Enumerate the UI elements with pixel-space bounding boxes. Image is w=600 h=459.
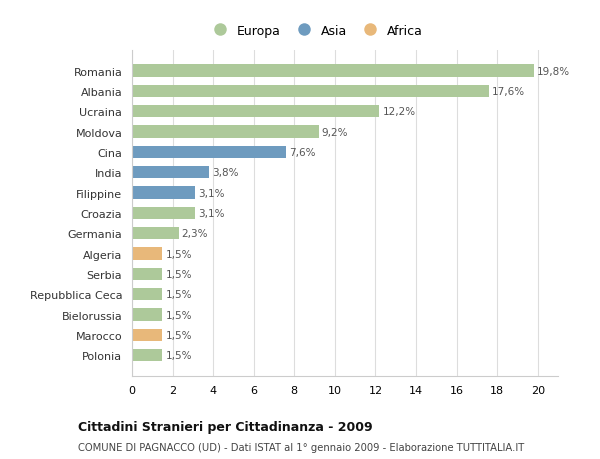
- Text: Cittadini Stranieri per Cittadinanza - 2009: Cittadini Stranieri per Cittadinanza - 2…: [78, 420, 373, 433]
- Bar: [132, 106, 379, 118]
- Text: 17,6%: 17,6%: [492, 87, 525, 97]
- Legend: Europa, Asia, Africa: Europa, Asia, Africa: [203, 21, 427, 41]
- Text: 3,1%: 3,1%: [198, 188, 224, 198]
- Bar: [132, 167, 209, 179]
- Text: 1,5%: 1,5%: [166, 310, 192, 320]
- Text: 12,2%: 12,2%: [383, 107, 416, 117]
- Bar: [132, 146, 286, 159]
- Bar: [132, 248, 163, 260]
- Bar: [132, 65, 533, 78]
- Bar: [132, 228, 179, 240]
- Text: 1,5%: 1,5%: [166, 249, 192, 259]
- Text: COMUNE DI PAGNACCO (UD) - Dati ISTAT al 1° gennaio 2009 - Elaborazione TUTTITALI: COMUNE DI PAGNACCO (UD) - Dati ISTAT al …: [78, 442, 524, 452]
- Bar: [132, 85, 489, 98]
- Text: 3,8%: 3,8%: [212, 168, 239, 178]
- Bar: [132, 289, 163, 301]
- Bar: [132, 349, 163, 362]
- Bar: [132, 207, 195, 219]
- Text: 3,1%: 3,1%: [198, 208, 224, 218]
- Bar: [132, 268, 163, 280]
- Text: 1,5%: 1,5%: [166, 351, 192, 360]
- Text: 19,8%: 19,8%: [537, 67, 570, 76]
- Text: 1,5%: 1,5%: [166, 290, 192, 300]
- Bar: [132, 329, 163, 341]
- Bar: [132, 126, 319, 138]
- Bar: [132, 309, 163, 321]
- Text: 1,5%: 1,5%: [166, 269, 192, 279]
- Text: 9,2%: 9,2%: [322, 127, 348, 137]
- Text: 1,5%: 1,5%: [166, 330, 192, 340]
- Bar: [132, 187, 195, 199]
- Text: 7,6%: 7,6%: [289, 148, 316, 157]
- Text: 2,3%: 2,3%: [182, 229, 208, 239]
